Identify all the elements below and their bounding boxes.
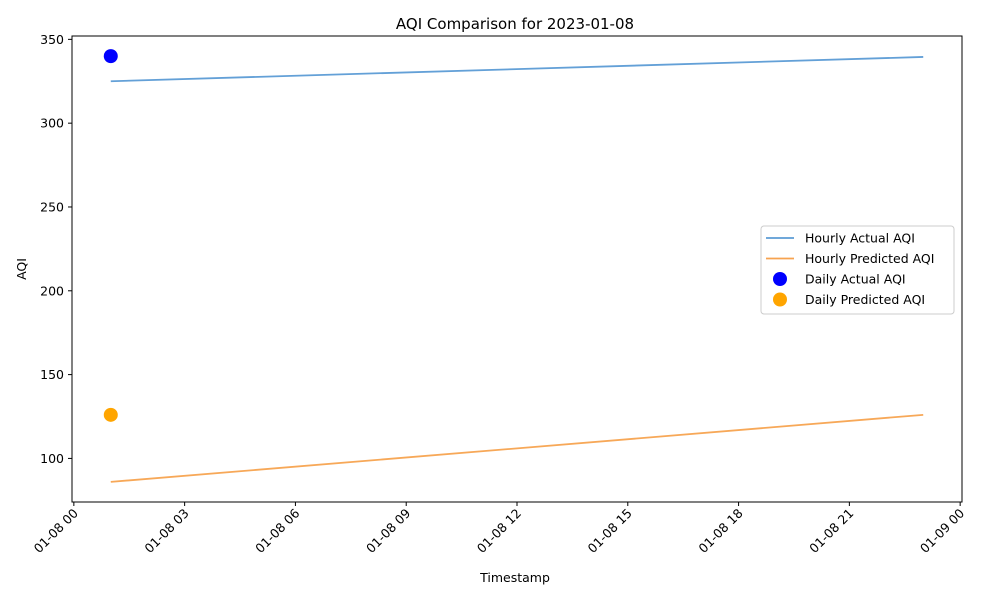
x-tick-label: 01-08 18 <box>695 505 745 555</box>
x-tick-label: 01-09 00 <box>917 505 967 555</box>
y-tick-label: 350 <box>40 32 64 47</box>
y-tick-label: 150 <box>40 367 64 382</box>
x-tick-label: 01-08 09 <box>363 505 413 555</box>
series-point-3 <box>103 407 118 422</box>
y-tick-label: 200 <box>40 283 64 298</box>
legend: Hourly Actual AQI Hourly Predicted AQI Dai… <box>760 225 955 315</box>
chart-title: AQI Comparison for 2023-01-08 <box>396 15 634 33</box>
x-tick-label: 01-08 03 <box>141 506 191 556</box>
y-tick-label: 100 <box>40 451 64 466</box>
x-tick-label: 01-08 15 <box>585 506 635 556</box>
series-line-0 <box>110 56 924 83</box>
y-axis-label: AQI <box>14 258 29 280</box>
series-line-1 <box>110 413 924 483</box>
x-tick-label: 01-08 12 <box>474 506 524 556</box>
legend-label: Daily Predicted AQI <box>805 292 925 307</box>
x-tick-label: 01-08 00 <box>31 505 81 555</box>
y-tick-label: 250 <box>40 199 64 214</box>
legend-label: Hourly Predicted AQI <box>805 251 934 266</box>
legend-marker-swatch <box>773 292 787 307</box>
x-tick-label: 01-08 21 <box>806 506 856 556</box>
legend-marker-swatch <box>773 272 787 286</box>
legend-frame <box>760 225 955 315</box>
y-tick-label: 300 <box>40 116 64 131</box>
x-tick-label: 01-08 06 <box>252 505 302 555</box>
legend-label: Hourly Actual AQI <box>805 231 915 246</box>
legend-label: Daily Actual AQI <box>805 272 906 287</box>
series-point-2 <box>103 49 118 64</box>
x-axis-label: Timestamp <box>479 570 550 585</box>
